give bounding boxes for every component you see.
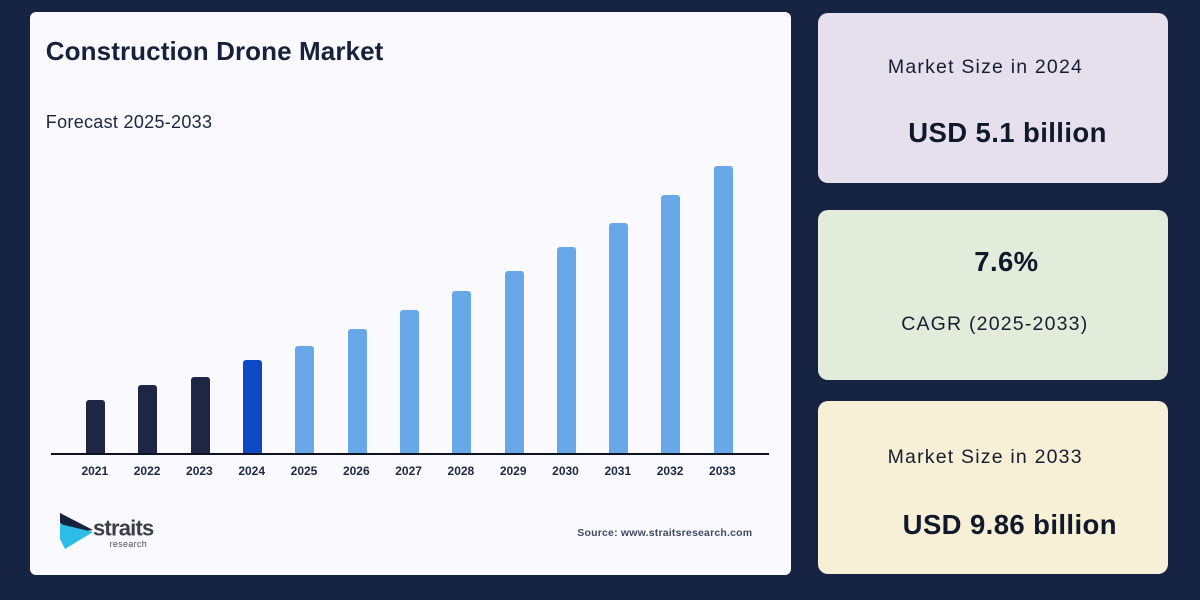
svg-text:straits: straits [93,516,154,541]
svg-text:research: research [109,539,146,549]
